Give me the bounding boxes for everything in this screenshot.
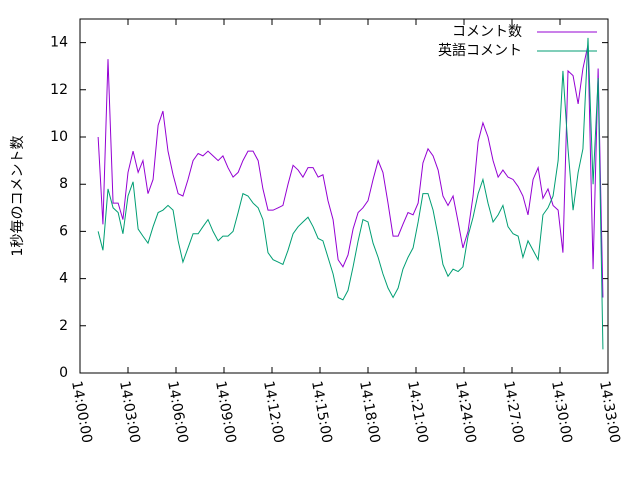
x-tick-label: 14:06:00 (164, 380, 191, 445)
plot-border (79, 18, 609, 374)
series-line (97, 37, 604, 350)
x-tick-label: 14:18:00 (356, 380, 383, 445)
y-axis-label: 1秒毎のコメント数 (10, 136, 26, 257)
y-tick-label: 14 (50, 35, 68, 51)
y-tick-label: 2 (59, 318, 68, 334)
x-tick-label: 14:00:00 (68, 380, 95, 445)
x-tick-label: 14:12:00 (260, 380, 287, 445)
series-line (97, 44, 604, 298)
x-tick-label: 14:09:00 (212, 380, 239, 445)
y-tick-label: 10 (50, 129, 68, 145)
y-tick-label: 0 (59, 365, 68, 381)
x-tick-label: 14:30:00 (548, 380, 575, 445)
x-tick-label: 14:24:00 (452, 380, 479, 445)
x-tick-label: 14:03:00 (116, 380, 143, 445)
y-tick-label: 4 (59, 271, 68, 287)
y-tick-label: 8 (59, 176, 68, 192)
y-tick-label: 12 (50, 82, 68, 98)
x-tick-label: 14:15:00 (308, 380, 335, 445)
x-tick-label: 14:21:00 (404, 380, 431, 445)
y-tick-label: 6 (59, 223, 68, 239)
legend-label: 英語コメント (438, 42, 522, 59)
legend-label: コメント数 (452, 24, 522, 40)
x-tick-label: 14:27:00 (500, 380, 527, 445)
x-tick-label: 14:33:00 (596, 380, 623, 445)
